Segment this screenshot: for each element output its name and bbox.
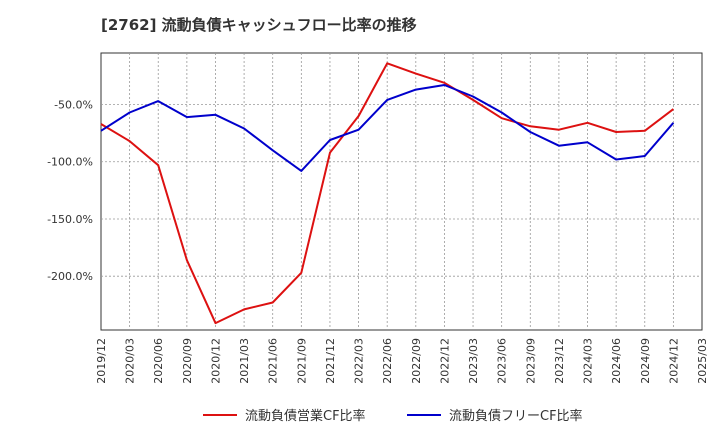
- grid: [101, 53, 702, 330]
- x-tick-label: 2020/03: [124, 338, 137, 384]
- x-tick-label: 2022/06: [381, 338, 394, 384]
- legend: 流動負債営業CF比率 流動負債フリーCF比率: [203, 408, 583, 424]
- y-tick-label: -100.0%: [47, 156, 93, 169]
- x-tick-label: 2023/06: [496, 338, 509, 384]
- series-group: [100, 62, 675, 325]
- y-axis: -50.0% -100.0% -150.0% -200.0%: [47, 99, 93, 284]
- y-tick-label: -200.0%: [47, 270, 93, 283]
- x-tick-label: 2020/06: [152, 338, 165, 384]
- series-line-2: [100, 84, 675, 172]
- x-tick-label: 2025/03: [696, 338, 709, 384]
- x-tick-label: 2024/09: [639, 338, 652, 384]
- x-axis: 2019/12 2020/03 2020/06 2020/09 2020/12 2021/…: [95, 338, 709, 384]
- x-tick-label: 2022/09: [410, 338, 423, 384]
- x-tick-label: 2021/03: [238, 338, 251, 384]
- x-tick-label: 2021/09: [295, 338, 308, 384]
- x-tick-label: 2024/06: [610, 338, 623, 384]
- plot-area: [100, 52, 703, 331]
- chart-title: [2762] 流動負債キャッシュフロー比率の推移: [101, 16, 417, 34]
- legend-label-2: 流動負債フリーCF比率: [449, 408, 583, 424]
- x-tick-label: 2024/12: [667, 338, 680, 384]
- series-line-1: [100, 62, 675, 325]
- legend-label-1: 流動負債営業CF比率: [245, 408, 366, 424]
- x-tick-label: 2019/12: [95, 338, 108, 384]
- x-tick-label: 2021/06: [267, 338, 280, 384]
- y-tick-label: -50.0%: [54, 99, 93, 112]
- x-tick-label: 2023/09: [524, 338, 537, 384]
- x-tick-label: 2024/03: [582, 338, 595, 384]
- x-tick-label: 2022/03: [353, 338, 366, 384]
- x-tick-label: 2020/12: [209, 338, 222, 384]
- x-tick-label: 2021/12: [324, 338, 337, 384]
- x-tick-label: 2023/03: [467, 338, 480, 384]
- x-tick-label: 2020/09: [181, 338, 194, 384]
- x-tick-label: 2022/12: [438, 338, 451, 384]
- x-tick-label: 2023/12: [553, 338, 566, 384]
- y-tick-label: -150.0%: [47, 213, 93, 226]
